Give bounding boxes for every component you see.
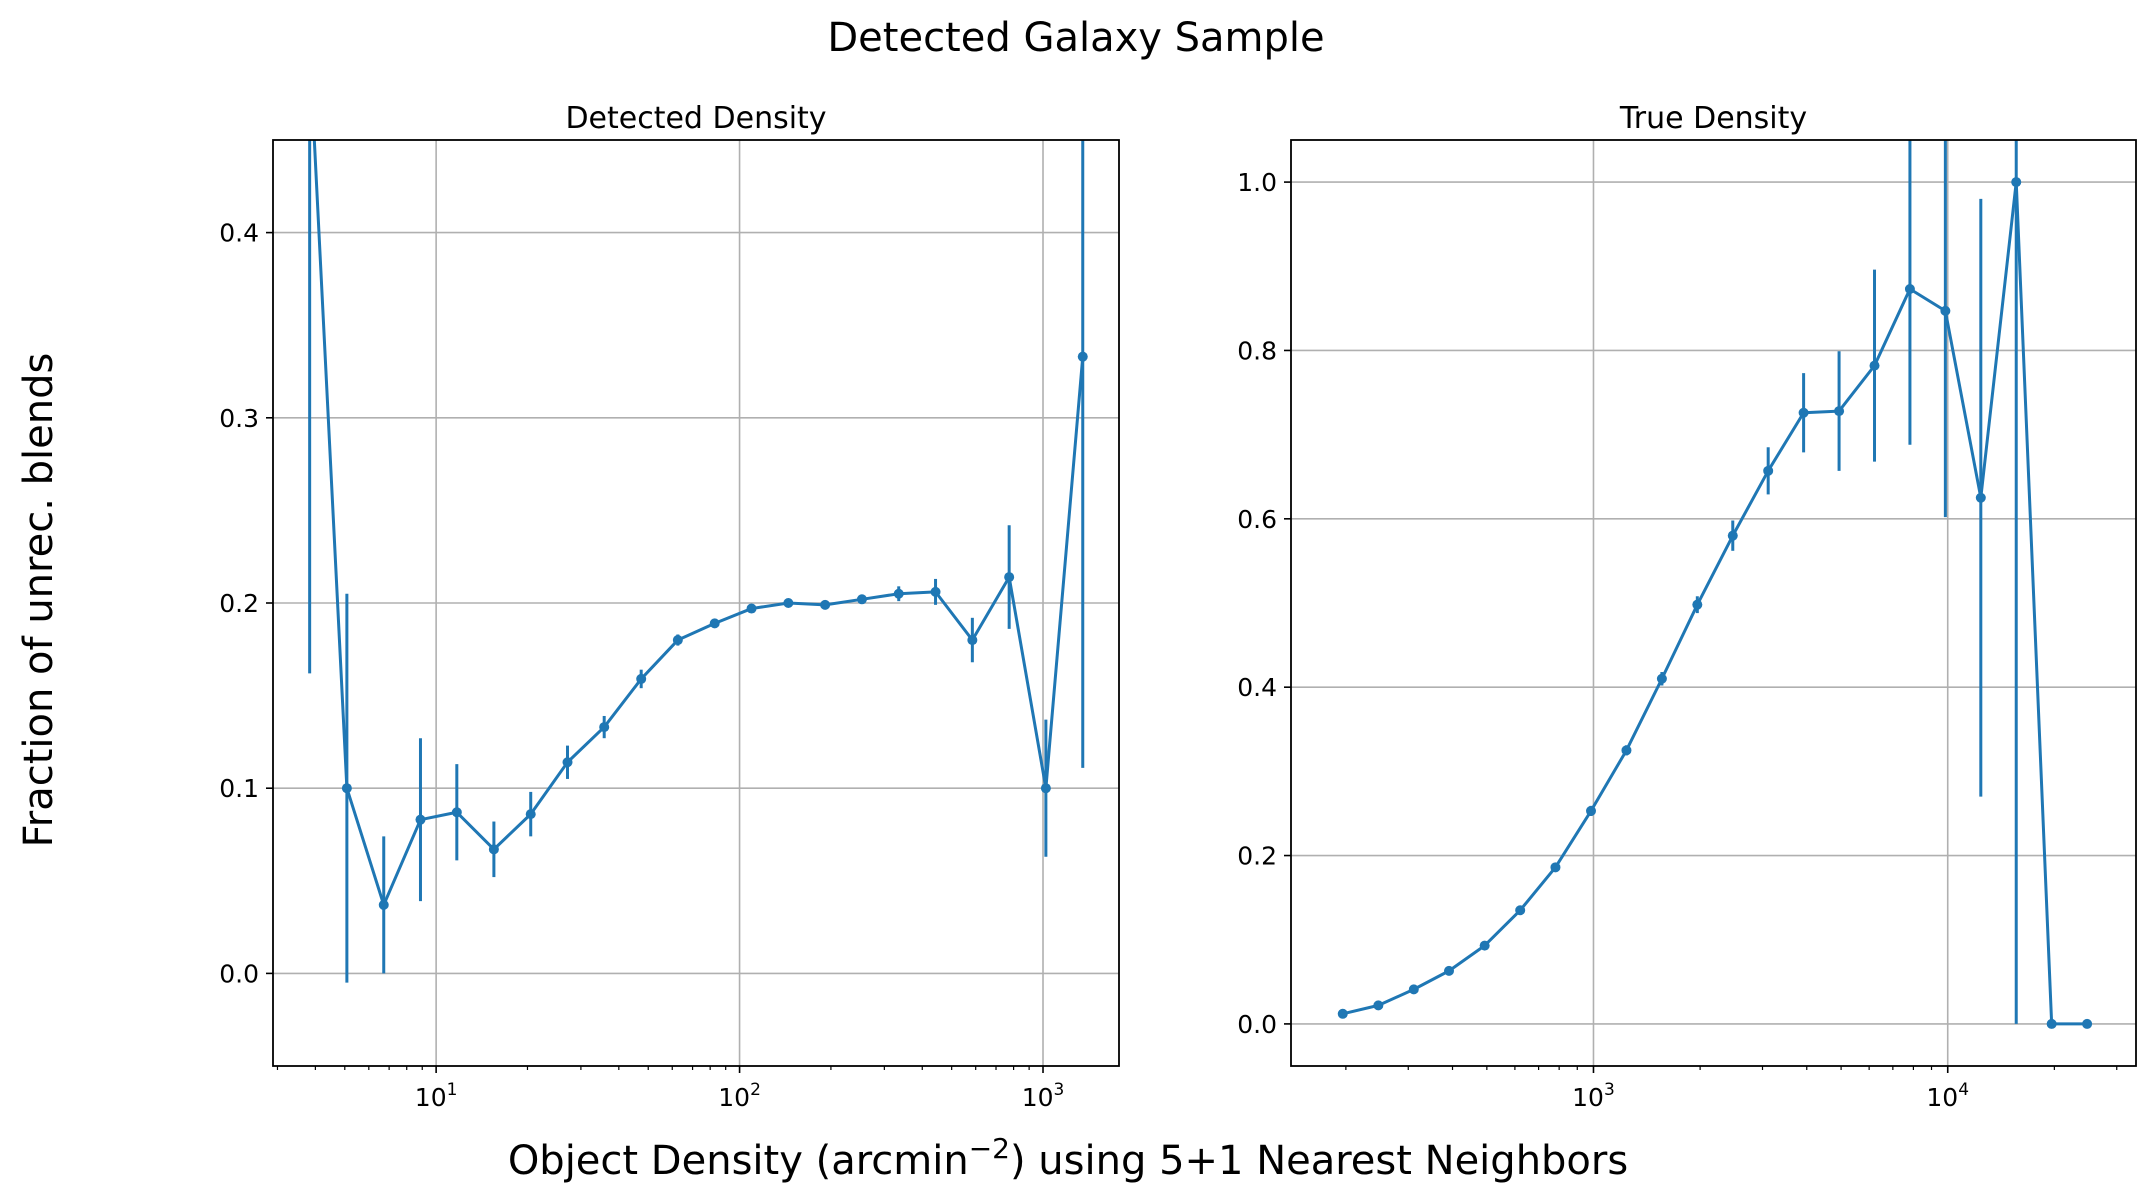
data-point [930, 586, 941, 597]
x-tick-label: 104 [1926, 1080, 1969, 1112]
x-tick-label-exponent: 3 [1054, 1080, 1065, 1100]
data-point [2082, 1018, 2093, 1029]
data-point [1763, 465, 1774, 476]
data-point [525, 809, 536, 820]
x-tick-label: 102 [718, 1080, 761, 1112]
data-point [2011, 177, 2022, 188]
data-point [1004, 572, 1015, 583]
data-point [1408, 984, 1419, 995]
x-tick-label-exponent: 2 [750, 1080, 761, 1100]
y-axis-label: Fraction of unrec. blends [16, 353, 62, 848]
y-tick-label: 0.1 [219, 774, 259, 803]
data-point [1550, 862, 1561, 873]
x-tick-label-base: 10 [1022, 1083, 1054, 1112]
data-point [820, 599, 831, 610]
x-axis-label-exp: −2 [969, 1132, 1010, 1165]
data-point [746, 603, 757, 614]
y-tick-label: 0.0 [1237, 1010, 1277, 1039]
series-line [1342, 180, 2088, 1026]
data-point [2046, 1018, 2057, 1029]
x-tick-label-base: 10 [415, 1083, 447, 1112]
data-point [599, 722, 610, 733]
axes-frame [1290, 139, 2137, 1067]
x-tick-label-base: 10 [1926, 1083, 1958, 1112]
y-tick-label: 0.3 [219, 404, 259, 433]
y-tick-label: 0.4 [219, 219, 259, 248]
y-tick-label: 1.0 [1237, 168, 1277, 197]
panel-title: True Density [1619, 101, 1807, 136]
x-axis-label: Object Density (arcmin−2) using 5+1 Near… [508, 1132, 1628, 1184]
data-point [378, 899, 389, 910]
series-line [312, 140, 1085, 907]
data-point [1444, 965, 1455, 976]
data-point [451, 807, 462, 818]
x-tick-label-exponent: 1 [447, 1080, 458, 1100]
data-point [1834, 406, 1845, 417]
x-axis-label-post: ) using 5+1 Nearest Neighbors [1010, 1138, 1628, 1184]
data-point [636, 673, 647, 684]
data-point [341, 783, 352, 794]
data-point [1515, 905, 1526, 916]
data-point [1692, 599, 1703, 610]
x-tick-label-exponent: 4 [1958, 1080, 1969, 1100]
y-tick-label: 0.2 [219, 589, 259, 618]
data-point [672, 635, 683, 646]
data-point [1940, 305, 1951, 316]
data-point [1585, 805, 1596, 816]
data-point [856, 594, 867, 605]
x-tick-label: 103 [1572, 1080, 1615, 1112]
x-tick-label-base: 10 [1572, 1083, 1604, 1112]
data-point [1077, 351, 1088, 362]
y-tick-label: 0.6 [1237, 505, 1277, 534]
data-point [305, 42, 315, 52]
x-tick-label: 103 [1022, 1080, 1065, 1112]
plot-area [305, 42, 1088, 983]
y-tick-label: 0.8 [1237, 336, 1277, 365]
y-tick-label: 0.2 [1237, 842, 1277, 871]
data-point [1904, 284, 1915, 295]
data-point [1040, 783, 1051, 794]
data-point [1479, 940, 1490, 951]
y-tick-label: 0.4 [1237, 673, 1277, 702]
data-point [1727, 530, 1738, 541]
x-axis-label-pre: Object Density (arcmin [508, 1138, 969, 1184]
data-point [1975, 492, 1986, 503]
data-point [783, 598, 794, 608]
plot-area [1337, 140, 2093, 1029]
data-point [709, 618, 720, 629]
data-point [562, 757, 573, 768]
data-point [893, 588, 904, 599]
data-point [1869, 360, 1880, 371]
suptitle: Detected Galaxy Sample [827, 15, 1324, 61]
data-point [415, 814, 426, 825]
data-point [1798, 407, 1809, 418]
panel-title: Detected Density [565, 101, 826, 136]
data-point [1373, 1000, 1384, 1011]
data-point [1337, 1008, 1348, 1019]
x-tick-label-base: 10 [718, 1083, 750, 1112]
axes-frame [272, 139, 1120, 1067]
x-tick-label-exponent: 3 [1604, 1080, 1615, 1100]
x-tick-label: 101 [415, 1080, 458, 1112]
data-point [488, 844, 499, 855]
data-point [967, 635, 978, 646]
y-tick-label: 0.0 [219, 959, 259, 988]
data-point [1621, 745, 1632, 756]
data-point [1656, 673, 1667, 684]
